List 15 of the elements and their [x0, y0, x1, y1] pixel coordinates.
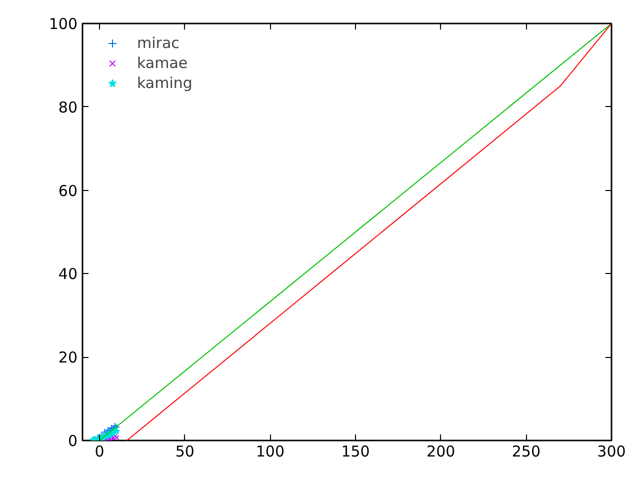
y-tick-label: 100 [48, 15, 78, 33]
x-tick-label: 50 [175, 442, 194, 460]
legend-label: kamae [137, 54, 188, 72]
x-tick-label: 200 [426, 442, 456, 460]
x-tick-label: 300 [597, 442, 626, 460]
y-tick-label: 20 [58, 348, 78, 367]
y-tick-label: 40 [58, 265, 78, 284]
legend-label: mirac [137, 34, 180, 52]
legend-label: kaming [137, 74, 192, 92]
y-tick-label: 60 [58, 182, 78, 200]
x-tick-label: 100 [256, 442, 285, 460]
x-tick-label: 250 [512, 442, 541, 460]
y-tick-label: 80 [58, 98, 78, 116]
x-tick-label: 0 [94, 442, 104, 460]
x-tick-label: 150 [341, 442, 370, 460]
